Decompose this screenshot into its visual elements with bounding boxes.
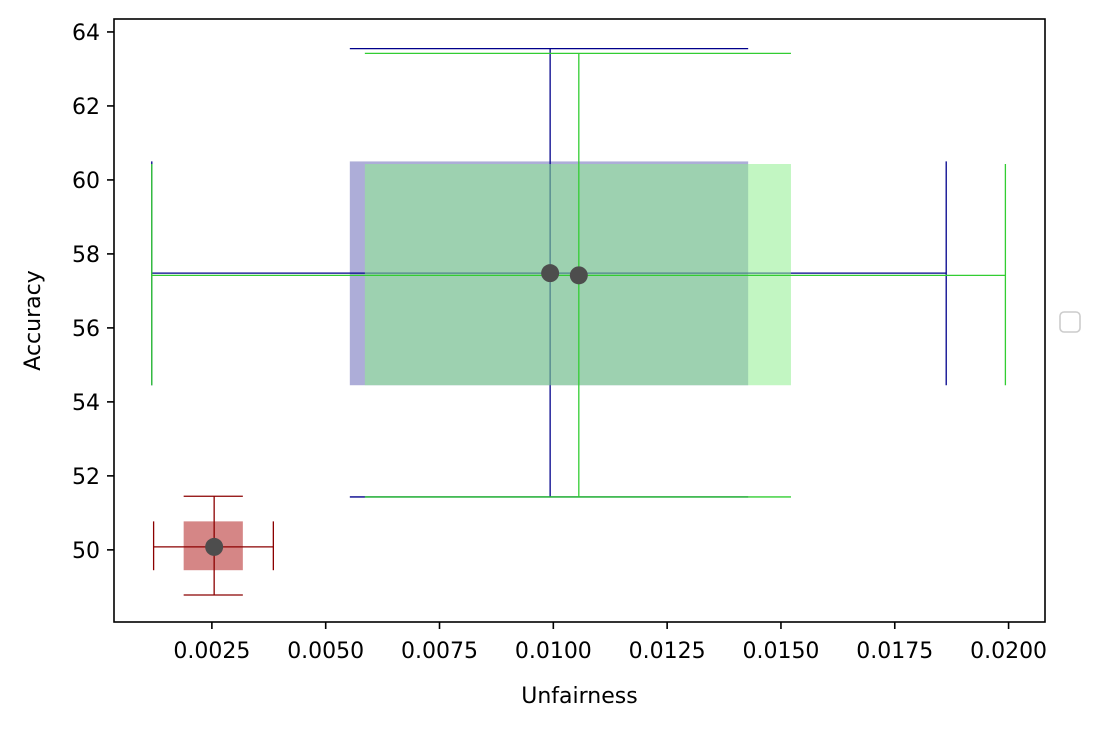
x-tick-label: 0.0100: [515, 639, 592, 664]
y-tick-label: 62: [72, 95, 100, 120]
x-axis-title: Unfairness: [521, 684, 637, 709]
x-tick-label: 0.0025: [173, 639, 250, 664]
series-layer: [151, 47, 1007, 596]
axes-layer: 0.0025 0.0050 0.0075 0.0100 0.0125 0.0150 0.01…: [21, 18, 1047, 709]
y-tick-label: 64: [72, 21, 100, 46]
legend-box: [1059, 311, 1081, 333]
series-1: [152, 495, 274, 596]
x-axis-ticks: 0.0025 0.0050 0.0075 0.0100 0.0125 0.0150 0.01…: [173, 622, 1047, 664]
y-axis-title: Accuracy: [21, 270, 46, 370]
x-tick-label: 0.0075: [401, 639, 478, 664]
x-tick-label: 0.0175: [856, 639, 933, 664]
y-tick-label: 58: [72, 243, 100, 268]
plot-frame: [113, 18, 1046, 623]
series-2-point: [541, 264, 560, 283]
x-tick-label: 0.0200: [970, 639, 1047, 664]
y-tick-label: 52: [72, 465, 100, 490]
series-1-point: [205, 537, 224, 556]
y-tick-label: 54: [72, 391, 100, 416]
y-tick-label: 56: [72, 317, 100, 342]
x-tick-label: 0.0050: [287, 639, 364, 664]
legend: [1059, 311, 1081, 333]
x-tick-label: 0.0125: [629, 639, 706, 664]
series-3-point: [569, 266, 588, 285]
y-tick-label: 60: [72, 169, 100, 194]
y-axis-ticks: 50 52 54 56 58 60 62 64: [72, 21, 114, 564]
x-tick-label: 0.0150: [742, 639, 819, 664]
y-tick-label: 50: [72, 539, 100, 564]
